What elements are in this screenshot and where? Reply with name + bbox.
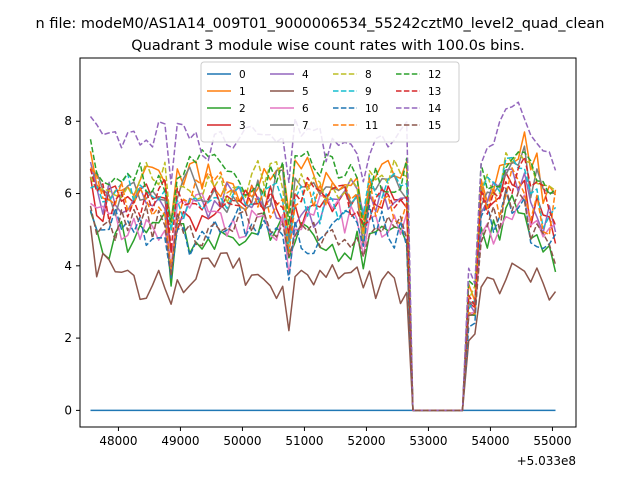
legend-label-7: 7 [302,120,309,132]
series-line-1 [89,131,557,412]
chart-title: Quadrant 3 module wise count rates with … [131,38,525,54]
x-tick-label: 52000 [347,434,385,448]
x-tick-label: 50000 [223,434,261,448]
legend-label-4: 4 [302,69,309,81]
y-tick-label: 6 [64,187,72,201]
series-line-13 [89,156,557,412]
legend-label-3: 3 [239,120,246,132]
legend-label-9: 9 [365,86,372,98]
legend-label-1: 1 [239,86,246,98]
x-tick-label: 53000 [409,434,447,448]
legend-frame [200,61,460,143]
x-tick-label: 55000 [533,434,571,448]
y-tick-label: 0 [64,403,72,417]
legend-label-0: 0 [239,69,246,81]
x-tick-label: 49000 [161,434,199,448]
x-tick-label: 54000 [471,434,509,448]
y-tick-label: 4 [64,259,72,273]
series-line-10 [89,189,557,412]
legend-label-14: 14 [428,103,442,115]
legend-label-13: 13 [428,86,441,98]
x-tick-label: 51000 [285,434,323,448]
series-line-15 [89,187,557,412]
legend-label-15: 15 [428,120,441,132]
legend-label-8: 8 [365,69,372,81]
series-line-14 [89,101,557,412]
axes-frame [79,57,577,428]
legend-label-12: 12 [428,69,441,81]
legend-label-2: 2 [239,103,246,115]
legend-label-6: 6 [302,103,309,115]
x-offset-label: +5.033e8 [517,454,576,468]
series-line-11 [89,167,557,412]
legend-label-10: 10 [365,103,378,115]
x-tick-label: 48000 [99,434,137,448]
series-line-6 [90,192,556,412]
legend-label-5: 5 [302,86,309,98]
tick-layer: 48000 49000 50000 51000 52000 53000 54000 55000… [64,114,571,448]
series-line-5 [89,225,557,412]
y-tick-label: 8 [64,114,72,128]
series-layer [89,101,557,412]
y-tick-label: 2 [64,331,72,345]
legend-label-11: 11 [365,120,378,132]
figure-suptitle: n file: modeM0/AS1A14_009T01_9000006534_… [36,16,605,32]
